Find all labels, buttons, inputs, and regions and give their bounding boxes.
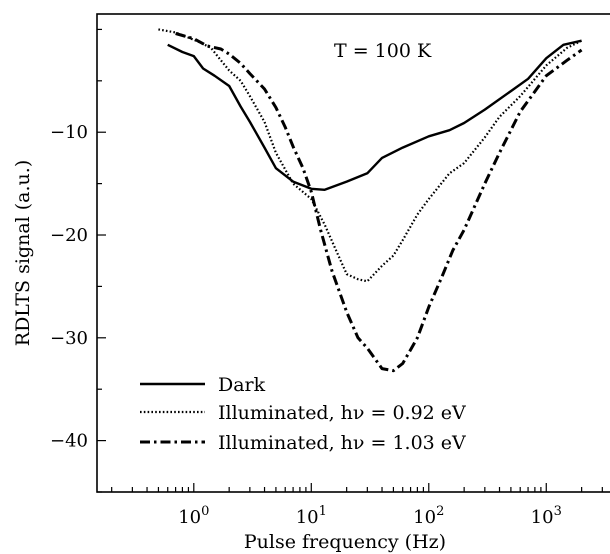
legend: Dark Illuminated, hν = 0.92 eV Illuminat… [140, 374, 466, 454]
y-tick-label: −30 [50, 328, 88, 349]
series-line-dark [167, 39, 582, 192]
legend-label-dark: Dark [218, 374, 266, 396]
x-tick-label: 102 [413, 504, 444, 528]
y-tick-label: −20 [50, 225, 88, 246]
x-tick-label: 100 [178, 504, 209, 528]
legend-label-illuminated-092: Illuminated, hν = 0.92 eV [218, 402, 466, 424]
y-tick-label: −10 [50, 122, 88, 143]
temperature-annotation: T = 100 K [334, 40, 432, 62]
x-tick-label: 103 [531, 504, 562, 528]
y-axis-label: RDLTS signal (a.u.) [12, 160, 34, 346]
legend-label-illuminated-103: Illuminated, hν = 1.03 eV [218, 432, 466, 454]
axis-tick-labels: 100 101 102 103 −10 −20 −30 −40 [50, 122, 562, 528]
x-tick-label: 101 [296, 504, 327, 528]
data-series [158, 28, 583, 373]
series-line-illuminated-092 [158, 28, 583, 283]
y-tick-label: −40 [50, 431, 88, 452]
plot-frame [96, 13, 610, 493]
axis-ticks [97, 28, 603, 493]
x-axis-label: Pulse frequency (Hz) [244, 531, 446, 553]
